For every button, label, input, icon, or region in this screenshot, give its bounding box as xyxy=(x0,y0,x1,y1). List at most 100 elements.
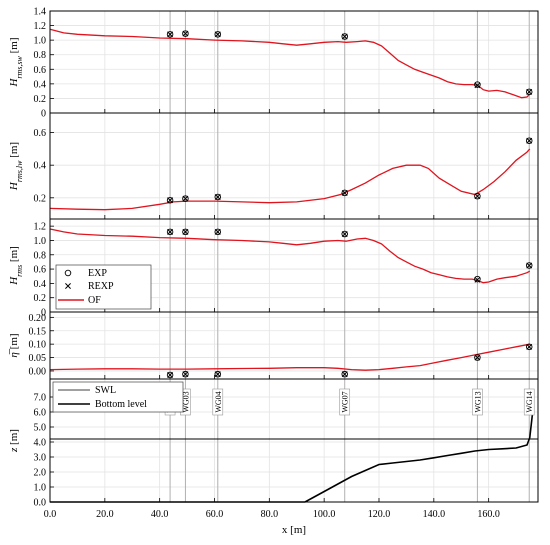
y-tick-label: 0.10 xyxy=(29,340,47,351)
exp-point xyxy=(214,193,222,201)
exp-point xyxy=(474,354,481,361)
exp-point xyxy=(525,343,533,351)
rexp-point xyxy=(182,195,189,202)
exp-point xyxy=(525,88,533,96)
y-tick-label: 0.2 xyxy=(34,293,47,304)
of-line xyxy=(49,28,531,99)
rexp-point xyxy=(474,82,481,89)
of-line xyxy=(49,148,531,211)
rexp-point xyxy=(214,194,221,200)
exp-point xyxy=(182,195,189,202)
x-tick-label: 60.0 xyxy=(206,509,224,520)
rexp-point xyxy=(341,231,348,237)
gauge-label-box xyxy=(523,388,535,416)
exp-point xyxy=(525,137,533,144)
exp-point xyxy=(214,31,222,38)
y-tick-label: 7.0 xyxy=(34,393,47,404)
gauge-label: WG03 xyxy=(181,391,190,412)
legend-box xyxy=(52,381,184,413)
y-tick-label: 1.0 xyxy=(34,36,47,47)
y-tick-label: 1.0 xyxy=(34,483,47,494)
y-axis-label-main: H xyxy=(8,78,20,88)
x-tick-label: 0.0 xyxy=(44,509,57,520)
y-axis-label-main: H xyxy=(8,181,20,191)
x-tick-label: 120.0 xyxy=(368,509,391,520)
exp-point xyxy=(341,189,348,197)
x-tick-label: 40.0 xyxy=(151,509,169,520)
y-tick-label: 0.0 xyxy=(34,498,47,509)
x-tick-label: 100.0 xyxy=(313,509,336,520)
rexp-point xyxy=(214,371,221,378)
legend-rexp-label: REXP xyxy=(88,281,114,292)
y-axis-label-unit: [m] xyxy=(8,333,20,352)
rexp-point xyxy=(214,228,221,235)
x-tick-label: 140.0 xyxy=(423,509,446,520)
panel-p2: 0.2 0.4 0.6 Hrms,lw [m] xyxy=(8,112,539,220)
rexp-point xyxy=(474,276,481,283)
legend-box xyxy=(55,264,152,310)
gauge-label-box xyxy=(472,388,483,416)
y-tick-label: 0.6 xyxy=(34,265,47,276)
rexp-point xyxy=(182,228,189,235)
y-axis-label: η̅ [m] xyxy=(8,333,20,357)
gauge-label: WG14 xyxy=(525,391,534,412)
exp-point xyxy=(166,371,174,379)
y-tick-label: 6.0 xyxy=(34,408,47,419)
y-axis-label-main: z xyxy=(8,447,20,453)
panel-p5: 0.01.02.03.04.05.06.07.0WG02WG03WG04WG07… xyxy=(8,378,539,509)
y-tick-label: 0.20 xyxy=(29,313,47,324)
rexp-point xyxy=(167,31,174,38)
y-tick-label: 0 xyxy=(41,308,46,319)
exp-point xyxy=(166,196,174,204)
gauge-label: WG04 xyxy=(214,391,223,412)
y-axis-label-unit: [m] xyxy=(8,142,20,161)
exp-point xyxy=(474,192,481,200)
exp-point xyxy=(214,370,222,378)
legend-bottom-label: Bottom level xyxy=(95,399,147,410)
exp-point xyxy=(341,230,348,238)
y-axis-label-unit: [m] xyxy=(8,429,20,448)
y-tick-label: 1.2 xyxy=(34,21,47,32)
y-tick-label: 0.6 xyxy=(34,128,47,139)
y-tick-label: 2.0 xyxy=(34,468,47,479)
rexp-point xyxy=(167,372,174,378)
y-tick-label: 0.4 xyxy=(34,161,47,172)
y-tick-label: 1.0 xyxy=(34,236,47,247)
x-tick-label: 80.0 xyxy=(261,509,279,520)
rexp-point xyxy=(474,354,481,361)
exp-point xyxy=(182,228,189,236)
y-axis-label-unit: [m] xyxy=(8,246,20,265)
y-axis-label-sub: rms,lw xyxy=(15,160,24,182)
legend-exp-swatch xyxy=(64,269,72,277)
x-tick-label: 160.0 xyxy=(477,509,500,520)
exp-point xyxy=(341,370,348,378)
exp-point xyxy=(474,275,481,283)
y-tick-label: 0.4 xyxy=(34,279,47,290)
panel-p3: 0 0.2 0.4 0.6 0.8 1.0 1.2 EXP REXP OF Hrms [m] xyxy=(8,218,539,319)
x-tick-label: 20.0 xyxy=(96,509,114,520)
y-axis-label-main: H xyxy=(8,276,20,286)
legend-swl-label: SWL xyxy=(95,385,116,396)
exp-point xyxy=(341,33,348,40)
exp-point xyxy=(166,31,174,38)
bottom-level-line xyxy=(50,413,534,503)
y-tick-label: 0.4 xyxy=(34,79,47,90)
y-tick-label: 0.2 xyxy=(34,94,47,105)
rexp-point xyxy=(526,262,533,269)
y-axis-label: z [m] xyxy=(8,429,20,453)
exp-point xyxy=(214,228,222,236)
y-tick-label: 0.05 xyxy=(29,353,47,364)
exp-point xyxy=(525,262,533,269)
y-tick-label: 0.8 xyxy=(34,250,47,261)
panel-frame xyxy=(49,378,539,503)
rexp-point xyxy=(182,30,189,37)
y-tick-label: 0.00 xyxy=(29,366,47,377)
of-line xyxy=(49,228,531,284)
gauge-label: WG13 xyxy=(473,391,482,412)
y-axis-label-main: η̅ xyxy=(8,348,20,357)
panel-p1: 0 0.2 0.4 0.6 0.8 1.0 1.2 1.4 Hrms,sw [m] xyxy=(8,7,539,120)
exp-point xyxy=(182,30,189,37)
y-tick-label: 0.2 xyxy=(34,193,47,204)
rexp-point xyxy=(167,197,174,204)
